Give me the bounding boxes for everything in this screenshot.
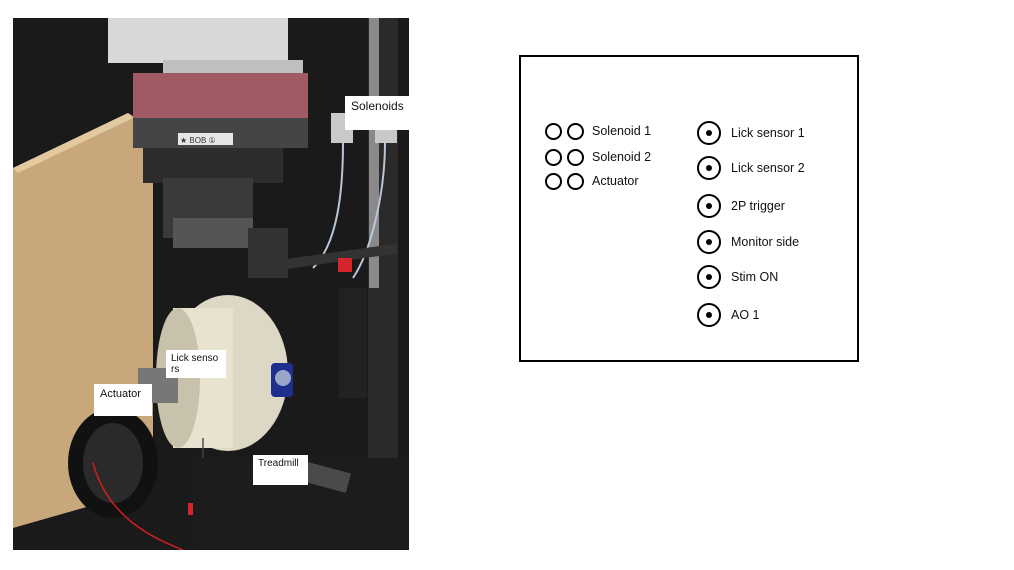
bnc-connector-icon bbox=[697, 121, 721, 145]
signal-connector-row: Stim ON bbox=[697, 264, 778, 290]
solenoid-1-label: Solenoid 1 bbox=[592, 124, 652, 138]
signal-connector-row: Monitor side bbox=[697, 229, 799, 255]
connector-ring-icon bbox=[545, 148, 562, 166]
bnc-connector-icon bbox=[697, 230, 721, 254]
connector-ring-icon bbox=[545, 122, 562, 140]
treadmill-label: Treadmill bbox=[253, 455, 308, 485]
bnc-connector-icon bbox=[697, 265, 721, 289]
rig-photo: ★ BOB ① Solenoids bbox=[13, 18, 409, 550]
bnc-connector-icon bbox=[697, 303, 721, 327]
solenoids-label: Solenoids bbox=[345, 96, 409, 130]
stim-on-label: Stim ON bbox=[731, 270, 779, 284]
connector-ring-icon bbox=[545, 172, 562, 190]
lick-sensor-2-label: Lick sensor 2 bbox=[731, 161, 805, 175]
signal-connector-row: AO 1 bbox=[697, 302, 760, 328]
actuator-connector-label: Actuator bbox=[592, 174, 639, 188]
ao-1-label: AO 1 bbox=[731, 308, 760, 322]
solenoid-connector-row: Solenoid 2 bbox=[545, 147, 651, 167]
connector-ring-icon bbox=[567, 122, 584, 140]
connector-ring-icon bbox=[567, 172, 584, 190]
2p-trigger-label: 2P trigger bbox=[731, 199, 785, 213]
solenoid-connector-row: Solenoid 1 bbox=[545, 121, 651, 141]
signal-connector-row: 2P trigger bbox=[697, 193, 785, 219]
signal-connector-row: Lick sensor 2 bbox=[697, 155, 805, 181]
signal-connector-row: Lick sensor 1 bbox=[697, 120, 805, 146]
connector-ring-icon bbox=[567, 148, 584, 166]
actuator-label: Actuator bbox=[94, 384, 152, 416]
connector-panel: Solenoid 1 Solenoid 2 Actuator Lick sens… bbox=[519, 55, 859, 362]
lick-sensor-1-label: Lick sensor 1 bbox=[731, 126, 805, 140]
solenoid-2-label: Solenoid 2 bbox=[592, 150, 652, 164]
lick-sensors-label: Lick sensors bbox=[166, 350, 226, 378]
bnc-connector-icon bbox=[697, 156, 721, 180]
stage-label: ★ BOB ① bbox=[180, 136, 216, 145]
bnc-connector-icon bbox=[697, 194, 721, 218]
solenoid-connector-row: Actuator bbox=[545, 171, 639, 191]
monitor-side-label: Monitor side bbox=[731, 235, 800, 249]
rig-photo-illustration: ★ BOB ① bbox=[13, 18, 409, 550]
